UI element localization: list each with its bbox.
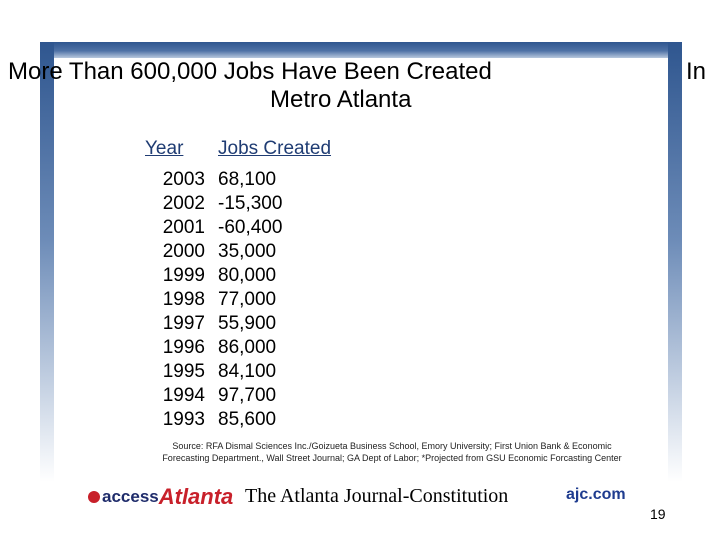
access-logo-atlanta: Atlanta [158, 484, 234, 509]
slide-title-line2: Metro Atlanta [270, 86, 412, 113]
jobs-cell: 68,100 [218, 169, 277, 190]
jobs-table: 2003 68,100 2002 -15,300 2001 -60,400 2000 3… [140, 168, 400, 432]
jobs-cell: 35,000 [218, 241, 277, 262]
jobs-cell: -15,300 [218, 193, 283, 214]
source-note: Source: RFA Dismal Sciences Inc./Goizuet… [110, 440, 674, 464]
table-row: 1999 80,000 [140, 264, 400, 288]
jobs-cell: 97,700 [218, 385, 277, 406]
slide-title-suffix: In [686, 58, 707, 85]
slide-frame-right [668, 42, 682, 482]
table-row: 2000 35,000 [140, 240, 400, 264]
table-row: 1995 84,100 [140, 360, 400, 384]
table-row: 2001 -60,400 [140, 216, 400, 240]
jobs-cell: 80,000 [218, 265, 277, 286]
year-cell: 1999 [162, 265, 205, 286]
ajc-com-logo: ajc.com [566, 486, 626, 503]
table-row: 1996 86,000 [140, 336, 400, 360]
slide-frame-top [40, 42, 682, 58]
jobs-cell: 55,900 [218, 313, 277, 334]
table-row: 2002 -15,300 [140, 192, 400, 216]
jobs-cell: 85,600 [218, 409, 277, 430]
year-cell: 1993 [162, 409, 205, 430]
column-header-jobs: Jobs Created [218, 138, 332, 159]
ajc-newspaper-logo: The Atlanta Journal-Constitution [245, 485, 509, 507]
table-row: 1993 85,600 [140, 408, 400, 432]
access-logo-text: access [102, 487, 159, 506]
slide-content-area [54, 58, 668, 482]
year-cell: 2003 [162, 169, 205, 190]
jobs-cell: 77,000 [218, 289, 277, 310]
table-row: 1997 55,900 [140, 312, 400, 336]
page-number: 19 [650, 506, 666, 522]
year-cell: 2002 [162, 193, 205, 214]
year-cell: 1997 [162, 313, 205, 334]
year-cell: 1998 [162, 289, 205, 310]
source-line2: Forecasting Department., Wall Street Jou… [162, 453, 622, 463]
table-row: 1994 97,700 [140, 384, 400, 408]
ajc-dot-icon [88, 491, 100, 503]
table-row: 2003 68,100 [140, 168, 400, 192]
slide-title-line1: More Than 600,000 Jobs Have Been Created [8, 58, 492, 85]
jobs-cell: -60,400 [218, 217, 283, 238]
year-cell: 1994 [162, 385, 205, 406]
slide-frame-left [40, 42, 54, 482]
year-cell: 1995 [162, 361, 205, 382]
access-atlanta-logo: access Atlanta [88, 484, 234, 509]
year-cell: 1996 [162, 337, 205, 358]
jobs-cell: 84,100 [218, 361, 277, 382]
jobs-cell: 86,000 [218, 337, 277, 358]
column-header-year: Year [145, 138, 184, 159]
year-cell: 2000 [162, 241, 205, 262]
table-row: 1998 77,000 [140, 288, 400, 312]
year-cell: 2001 [162, 217, 205, 238]
source-line1: Source: RFA Dismal Sciences Inc./Goizuet… [172, 441, 612, 451]
